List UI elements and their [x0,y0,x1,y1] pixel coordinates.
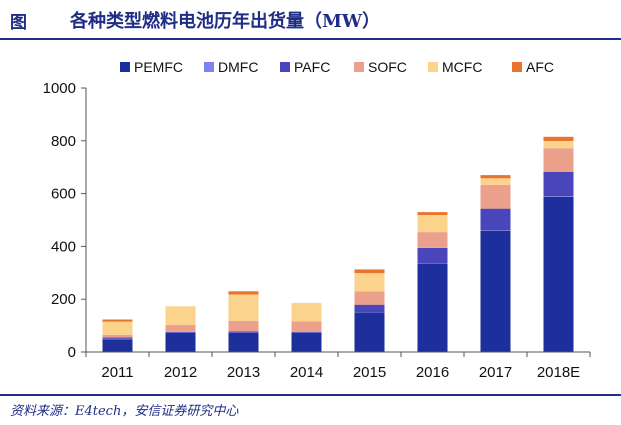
bar-segment-pemfc-2015 [354,312,385,352]
bar-segment-afc-2018e [543,136,574,141]
legend-swatch-afc [512,62,522,72]
bar-segment-dmfc-2011 [102,338,133,340]
bar-segment-mcfc-2018e [543,141,574,149]
bar-segment-sofc-2011 [102,334,133,338]
y-tick-label: 800 [51,133,76,150]
x-tick-label: 2018E [537,364,580,381]
bar-segment-sofc-2013 [228,320,259,332]
x-tick-label: 2014 [290,364,323,381]
legend-swatch-mcfc [428,62,438,72]
bar-segment-afc-2017 [480,175,511,179]
legend-label-afc: AFC [526,59,554,75]
legend-label-mcfc: MCFC [442,59,482,75]
bar-segment-dmfc-2018e [543,196,574,197]
x-tick-label: 2016 [416,364,449,381]
bar-segment-pafc-2015 [354,304,385,313]
bar-segment-sofc-2014 [291,321,322,332]
bar-segment-pafc-2011 [102,337,133,339]
axes: 0 200 400 600 800 1000 2011 2012 2013 2014 2015 201… [43,80,591,381]
legend-swatch-dmfc [204,62,214,72]
header: 图 各种类型燃料电池历年出货量（MW） [0,0,621,40]
bar-segment-pafc-2014 [291,331,322,333]
bar-segment-sofc-2012 [165,324,196,332]
legend-label-pemfc: PEMFC [134,59,183,75]
bar-segment-afc-2016 [417,212,448,215]
legend-swatch-sofc [354,62,364,72]
legend-label-pafc: PAFC [294,59,330,75]
bar-segment-mcfc-2014 [291,302,322,322]
x-tick-label: 2011 [101,364,133,381]
bar-segment-mcfc-2016 [417,215,448,233]
bar-segment-sofc-2015 [354,291,385,305]
bar-segment-sofc-2016 [417,232,448,248]
bar-segment-afc-2011 [102,319,133,322]
legend-label-dmfc: DMFC [218,59,258,75]
bar-segment-pemfc-2014 [291,333,322,352]
chart-title: 各种类型燃料电池历年出货量（MW） [70,11,381,32]
bar-segment-sofc-2018e [543,148,574,172]
bar-segment-pemfc-2018e [543,196,574,352]
legend-swatch-pemfc [120,62,130,72]
figure-label: 图 [10,13,27,33]
bar-segment-mcfc-2017 [480,178,511,185]
bar-segment-pafc-2018e [543,172,574,197]
stacked-bar-chart: PEMFC DMFC PAFC SOFC MCFC AFC 0 200 400 600 800 10… [43,59,591,381]
y-tick-label: 600 [51,186,76,203]
bar-segment-mcfc-2011 [102,321,133,335]
bar-segment-mcfc-2012 [165,306,196,325]
bottom-divider [0,394,621,396]
top-divider [0,38,621,40]
bar-segment-pafc-2017 [480,208,511,231]
bar-segment-pemfc-2012 [165,333,196,352]
bar-segment-mcfc-2013 [228,294,259,321]
bar-segment-pemfc-2011 [102,339,133,352]
bars [102,136,574,352]
x-tick-label: 2013 [227,364,260,381]
bar-segment-sofc-2017 [480,184,511,209]
x-tick-label: 2015 [353,364,386,381]
bar-segment-pafc-2016 [417,248,448,264]
bar-segment-afc-2013 [228,291,259,295]
y-tick-label: 200 [51,291,76,308]
bar-segment-pafc-2012 [165,331,196,333]
bar-segment-pemfc-2017 [480,230,511,352]
bar-segment-pemfc-2016 [417,263,448,352]
source-note: 资料来源：E4tech，安信证券研究中心 [10,404,239,419]
legend-label-sofc: SOFC [368,59,407,75]
legend: PEMFC DMFC PAFC SOFC MCFC AFC [120,59,554,75]
x-tick-label: 2012 [164,364,197,381]
legend-swatch-pafc [280,62,290,72]
bar-segment-pafc-2013 [228,331,259,333]
y-tick-label: 1000 [43,80,76,97]
bar-segment-mcfc-2015 [354,273,385,292]
bar-segment-pemfc-2013 [228,333,259,352]
y-tick-label: 0 [68,344,76,361]
y-tick-label: 400 [51,238,76,255]
bar-segment-afc-2015 [354,269,385,274]
x-tick-label: 2017 [479,364,512,381]
